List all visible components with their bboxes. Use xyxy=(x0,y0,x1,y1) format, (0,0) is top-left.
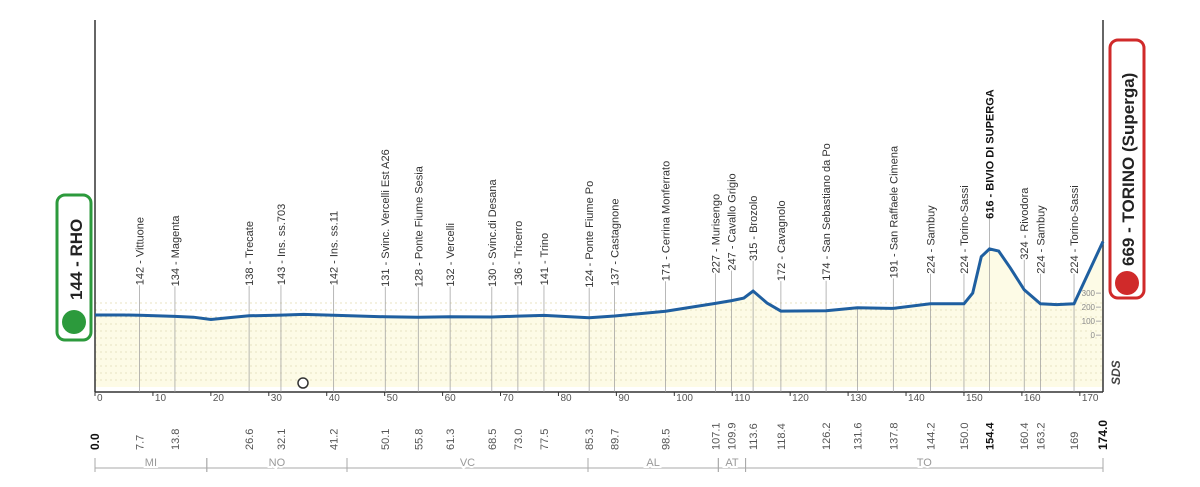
region-label: VC xyxy=(460,457,475,469)
waypoint-label: 132 - Vercelli xyxy=(445,223,457,287)
profile-line xyxy=(95,240,1105,322)
endpoint-km: 174.0 xyxy=(1096,420,1110,450)
finish-badge xyxy=(1108,38,1146,300)
x-tick-label: 160 xyxy=(1024,393,1041,404)
waypoint-km: 73.0 xyxy=(513,429,525,450)
waypoint-label: 130 - Svinc.di Desana xyxy=(487,178,499,286)
waypoint-km: 55.8 xyxy=(413,429,425,450)
waypoint-km: 7.7 xyxy=(135,435,147,450)
waypoint-label: 171 - Cerrina Monferrato xyxy=(661,161,673,281)
waypoint-km: 107.1 xyxy=(710,422,722,450)
waypoint-km: 126.2 xyxy=(821,422,833,450)
feed-zone-icon xyxy=(297,377,309,389)
x-tick-label: 80 xyxy=(560,393,572,404)
waypoint-km: 77.5 xyxy=(539,429,551,450)
waypoint-km: 137.8 xyxy=(888,422,900,450)
x-tick-label: 30 xyxy=(271,393,283,404)
waypoint-km: 26.6 xyxy=(244,429,256,450)
waypoint-label: 224 - Torino-Sassi xyxy=(959,185,971,273)
waypoint-label: 324 - Rivodora xyxy=(1019,187,1031,260)
waypoint-label: 142 - Vittuone xyxy=(135,217,147,285)
waypoint-km: 61.3 xyxy=(445,429,457,450)
region-label: AL xyxy=(646,457,659,469)
waypoint-km: 85.3 xyxy=(584,429,596,450)
waypoint-label: 124 - Ponte Fiume Po xyxy=(584,181,596,288)
waypoint-km: 68.5 xyxy=(487,429,499,450)
x-tick-label: 110 xyxy=(734,393,750,404)
waypoint-km: 154.4 xyxy=(984,422,996,450)
y-tick-label: 0 xyxy=(1091,331,1096,340)
y-tick-label: 100 xyxy=(1082,317,1096,326)
x-tick-label: 60 xyxy=(445,393,457,404)
start-icon xyxy=(62,310,86,334)
endpoint-km: 0.0 xyxy=(88,433,102,450)
waypoint-label: 174 - San Sebastiano da Po xyxy=(821,143,833,281)
waypoint-km: 41.2 xyxy=(329,429,341,450)
waypoint-label: 136 - Tricerro xyxy=(513,221,525,286)
waypoint-km: 131.6 xyxy=(852,422,864,450)
x-tick-label: 40 xyxy=(329,393,341,404)
start-badge xyxy=(55,193,93,342)
x-tick-label: 10 xyxy=(155,393,167,404)
waypoint-km: 118.4 xyxy=(776,423,788,450)
waypoint-label: 616 - BIVIO DI SUPERGA xyxy=(984,89,996,219)
region-label: NO xyxy=(269,457,286,469)
region-label: TO xyxy=(917,457,933,469)
x-tick-label: 150 xyxy=(966,393,983,404)
x-tick-label: 130 xyxy=(850,393,867,404)
waypoint-label: 315 - Brozolo xyxy=(748,196,760,261)
waypoint-km: 150.0 xyxy=(959,422,971,450)
start-label: 144 - RHO xyxy=(67,219,86,300)
waypoint-label: 137 - Castagnone xyxy=(610,199,622,286)
region-label: MI xyxy=(145,457,157,469)
x-tick-label: 70 xyxy=(503,393,515,404)
waypoint-label: 191 - San Raffaele Cimena xyxy=(888,145,900,278)
x-tick-label: 140 xyxy=(908,393,925,404)
waypoint-km: 113.6 xyxy=(748,423,760,450)
x-tick-label: 100 xyxy=(676,393,693,404)
waypoint-km: 169 xyxy=(1069,432,1081,450)
finish-label: 669 - TORINO (Superga) xyxy=(1119,73,1138,266)
area-fill xyxy=(95,241,1103,387)
x-tick-label: 90 xyxy=(618,393,630,404)
waypoint-label: 224 - Torino-Sassi xyxy=(1069,185,1081,273)
waypoint-label: 142 - Ins. ss.11 xyxy=(329,211,341,285)
region-label: AT xyxy=(725,457,739,469)
x-tick-label: 20 xyxy=(213,393,225,404)
waypoint-km: 89.7 xyxy=(610,429,622,450)
waypoint-label: 224 - Sambuy xyxy=(1035,205,1047,274)
waypoint-label: 141 - Trino xyxy=(539,233,551,286)
x-tick-label: 170 xyxy=(1082,393,1099,404)
x-tick-label: 120 xyxy=(792,393,809,404)
waypoint-label: 128 - Ponte Fiume Sesia xyxy=(413,165,425,287)
waypoint-label: 172 - Cavagnolo xyxy=(776,200,788,281)
waypoint-label: 247 - Cavallo Grigio xyxy=(727,173,739,270)
waypoint-label: 224 - Sambuy xyxy=(925,205,937,274)
y-tick-label: 200 xyxy=(1082,303,1096,312)
waypoint-label: 138 - Trecate xyxy=(244,221,256,286)
waypoint-label: 131 - Svinc. Vercelli Est A26 xyxy=(380,149,392,287)
finish-icon xyxy=(1115,271,1139,295)
waypoint-label: 134 - Magenta xyxy=(170,215,182,287)
waypoint-km: 163.2 xyxy=(1035,422,1047,450)
waypoint-km: 144.2 xyxy=(925,422,937,450)
waypoint-km: 109.9 xyxy=(727,422,739,450)
x-tick-label: 50 xyxy=(387,393,399,404)
waypoint-km: 98.5 xyxy=(661,429,673,450)
y-tick-label: 300 xyxy=(1082,289,1096,298)
waypoint-km: 32.1 xyxy=(276,429,288,450)
waypoint-km: 13.8 xyxy=(170,429,182,450)
x-tick-label: 0 xyxy=(97,393,103,404)
logo: SDS xyxy=(1109,360,1123,385)
waypoint-km: 160.4 xyxy=(1019,422,1031,450)
waypoint-label: 227 - Murisengo xyxy=(710,194,722,274)
waypoint-km: 50.1 xyxy=(380,429,392,450)
waypoint-label: 143 - Ins. ss.703 xyxy=(276,204,288,285)
